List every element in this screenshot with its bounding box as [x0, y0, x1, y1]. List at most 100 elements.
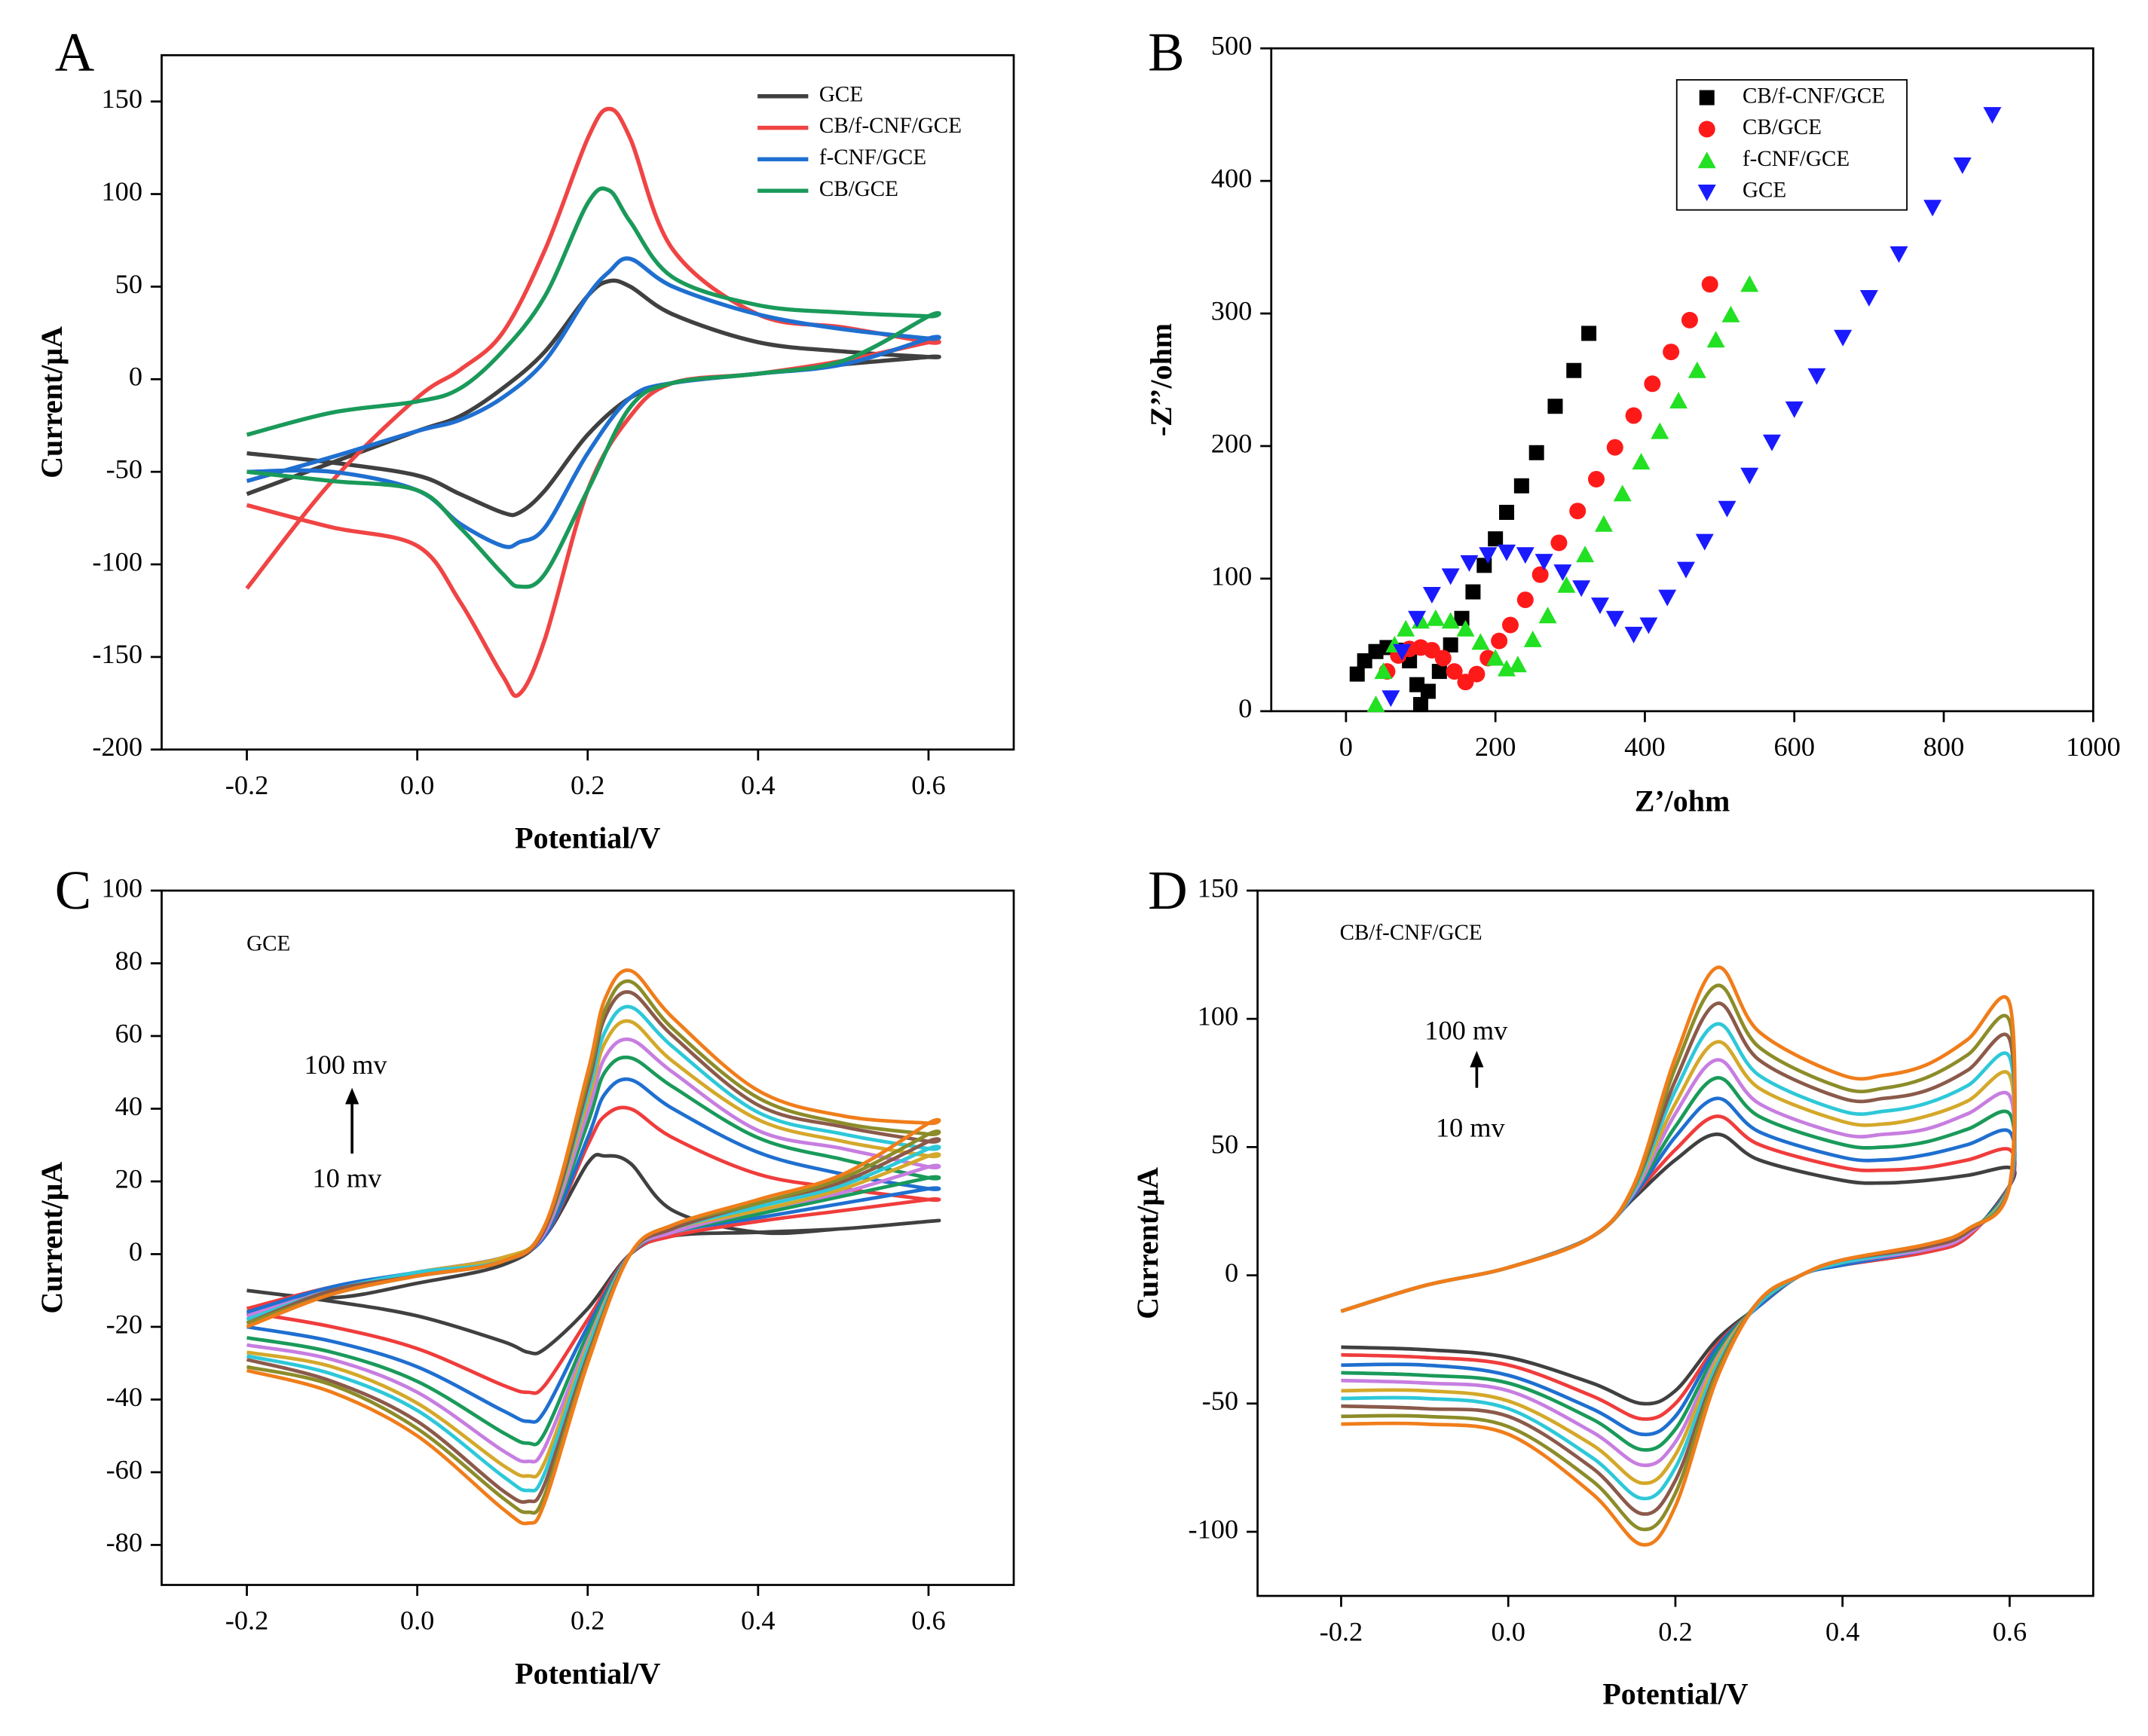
point — [1718, 500, 1736, 518]
point — [1535, 554, 1553, 571]
point — [1443, 637, 1458, 653]
panel: B 0 200 400 600 800 1000 0 100 200 300 400 500 Z’/ohm… — [1144, 22, 2121, 818]
point — [1513, 478, 1529, 494]
point — [1531, 566, 1549, 583]
point — [1408, 610, 1427, 628]
point — [1550, 534, 1568, 552]
rate-high-label: 100 mv — [1424, 1015, 1508, 1045]
point — [1807, 368, 1826, 385]
y-tick-label: -40 — [106, 1382, 142, 1412]
legend-label: GCE — [1743, 179, 1786, 203]
legend-label: CB/GCE — [819, 177, 898, 201]
legend-label: CB/f-CNF/GCE — [1743, 84, 1885, 108]
point — [1624, 626, 1643, 643]
arrow-head — [1470, 1050, 1484, 1068]
cv-curve — [246, 278, 941, 518]
point — [1639, 617, 1658, 634]
point — [1434, 649, 1452, 667]
point — [1393, 643, 1412, 661]
legend-label: CB/GCE — [1743, 115, 1822, 139]
point — [1441, 568, 1460, 585]
y-tick-label: 100 — [1211, 561, 1253, 591]
y-axis-label: Current/μA — [35, 326, 69, 478]
y-tick-label: -50 — [106, 454, 142, 484]
cv-curve — [1340, 1114, 2017, 1421]
cv-curve — [246, 968, 941, 1526]
point — [1632, 453, 1651, 470]
point — [1528, 445, 1544, 460]
point — [1923, 200, 1942, 217]
legend-label: CB/f-CNF/GCE — [819, 114, 962, 138]
x-tick-label: 0.6 — [1993, 1616, 2027, 1646]
arrow-head — [345, 1087, 360, 1105]
legend-marker — [1698, 121, 1715, 138]
x-tick-label: 800 — [1923, 732, 1965, 762]
legend-marker — [1697, 151, 1716, 169]
point — [1695, 533, 1714, 551]
point — [1498, 544, 1516, 561]
panel-label: A — [55, 22, 95, 83]
point — [1605, 610, 1624, 628]
point — [1762, 434, 1781, 451]
x-tick-label: 0.2 — [1658, 1616, 1692, 1646]
x-axis-label: Potential/V — [1602, 1677, 1748, 1711]
x-tick-label: -0.2 — [1320, 1616, 1363, 1646]
point — [1566, 362, 1582, 378]
x-axis-label: Potential/V — [515, 821, 660, 855]
x-tick-label: 0.2 — [571, 770, 604, 800]
point — [1538, 607, 1557, 624]
point — [1740, 467, 1759, 484]
x-tick-label: -0.2 — [225, 1606, 269, 1636]
point — [1366, 695, 1385, 713]
point — [1588, 470, 1605, 487]
cv-curve — [1340, 1132, 2017, 1406]
y-tick-label: -80 — [106, 1527, 142, 1557]
point — [1446, 663, 1463, 680]
point — [1651, 422, 1669, 439]
y-axis-label: -Z’’/ohm — [1144, 323, 1178, 436]
panel-label: D — [1148, 860, 1188, 921]
point — [1488, 531, 1504, 547]
point — [1431, 664, 1447, 680]
point — [1706, 331, 1725, 348]
x-tick-label: 400 — [1624, 732, 1666, 762]
x-tick-label: 0.4 — [1825, 1616, 1859, 1646]
cv-curve — [1340, 965, 2017, 1547]
y-tick-label: -50 — [1202, 1386, 1238, 1416]
rate-high-label: 100 mv — [304, 1050, 388, 1080]
point — [1983, 107, 2002, 124]
y-tick-label: 0 — [1225, 1258, 1238, 1288]
rate-low-label: 10 mv — [312, 1163, 382, 1194]
point — [1721, 305, 1740, 322]
point — [1547, 399, 1563, 414]
y-tick-label: -150 — [92, 639, 142, 669]
panel-label: B — [1148, 22, 1184, 83]
point — [1576, 546, 1595, 563]
point — [1681, 311, 1698, 329]
point — [1460, 555, 1479, 572]
y-tick-label: 150 — [1198, 873, 1239, 903]
y-tick-label: -20 — [106, 1309, 142, 1339]
point — [1523, 630, 1542, 647]
point — [1676, 561, 1695, 579]
point — [1557, 576, 1576, 593]
y-tick-label: -200 — [92, 732, 142, 762]
x-axis-label: Potential/V — [515, 1656, 660, 1690]
y-tick-label: 50 — [1211, 1129, 1238, 1160]
point — [1422, 587, 1441, 604]
point — [1553, 564, 1572, 582]
x-tick-label: 0.0 — [400, 1606, 434, 1636]
x-axis-label: Z’/ohm — [1635, 784, 1730, 818]
y-tick-label: 100 — [102, 176, 143, 206]
y-tick-label: 150 — [102, 84, 143, 114]
point — [1669, 392, 1688, 409]
point — [1953, 157, 1972, 174]
y-tick-label: 60 — [115, 1018, 142, 1048]
x-tick-label: 0.6 — [911, 770, 945, 800]
point — [1785, 401, 1804, 418]
point — [1889, 246, 1908, 263]
x-tick-label: 600 — [1773, 732, 1815, 762]
point — [1516, 591, 1534, 609]
x-tick-label: 0.0 — [1491, 1616, 1525, 1646]
point — [1471, 633, 1490, 650]
